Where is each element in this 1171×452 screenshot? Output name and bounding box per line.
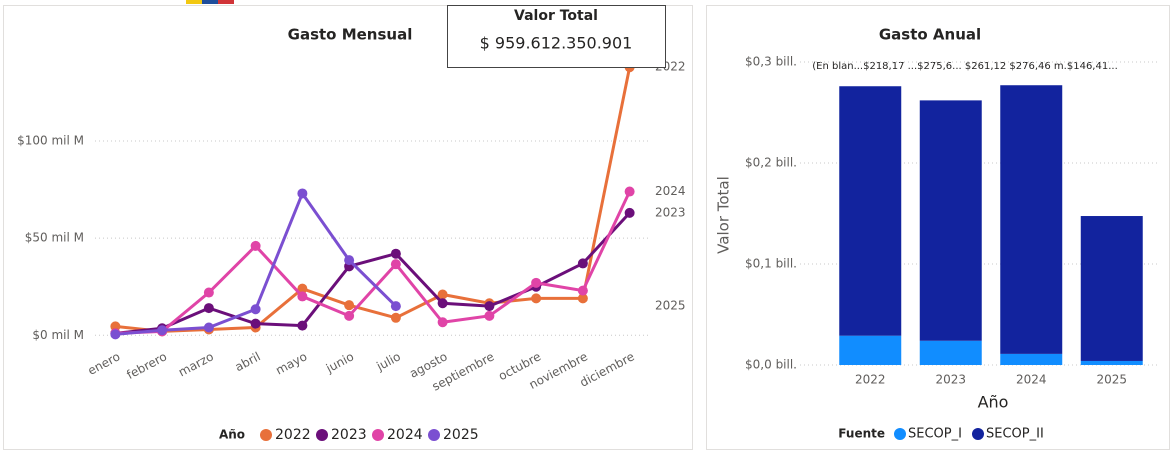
- marker: [437, 289, 448, 300]
- bar-segment: [919, 340, 982, 365]
- marker: [577, 293, 588, 304]
- marker: [203, 303, 214, 314]
- logo-bar: [218, 0, 234, 4]
- legend-marker: [316, 429, 328, 441]
- bar-segment: [1080, 360, 1143, 365]
- marker: [344, 310, 355, 321]
- x-axis-title: Año: [978, 393, 1009, 412]
- y-tick-label: $0,0 bill.: [745, 358, 797, 372]
- marker: [390, 301, 401, 312]
- card-label: Valor Total: [514, 8, 598, 24]
- x-tick-label: 2022: [855, 373, 886, 387]
- chart-title: Gasto Mensual: [288, 26, 413, 44]
- y-tick-label: $50 mil M: [25, 231, 84, 245]
- data-labels: (En blan...$218,17 ...$275,6... $261,12 …: [812, 61, 1118, 72]
- marker: [110, 321, 121, 332]
- legend-label: SECOP_II: [986, 427, 1044, 442]
- marker: [250, 304, 261, 315]
- legend-label: 2023: [331, 427, 367, 443]
- legend-marker: [894, 428, 906, 440]
- y-tick-label: $0,3 bill.: [745, 55, 797, 69]
- legend-label: SECOP_I: [908, 427, 962, 442]
- marker: [437, 298, 448, 309]
- marker: [344, 255, 355, 266]
- legend-marker: [972, 428, 984, 440]
- y-tick-label: $0,1 bill.: [745, 257, 797, 271]
- y-tick-label: $0,2 bill.: [745, 156, 797, 170]
- bar-segment: [919, 100, 982, 341]
- y-axis-title: Valor Total: [715, 176, 733, 254]
- marker: [250, 318, 261, 329]
- legend-label: 2024: [387, 427, 423, 443]
- bar-segment: [1000, 353, 1063, 365]
- marker: [203, 322, 214, 333]
- marker: [390, 259, 401, 270]
- marker: [577, 258, 588, 269]
- bar-segment: [839, 335, 902, 365]
- marker: [624, 207, 635, 218]
- bar-segment: [1080, 216, 1143, 361]
- x-tick-label: 2024: [1016, 373, 1047, 387]
- marker: [297, 291, 308, 302]
- legend-label: 2022: [275, 427, 311, 443]
- bar-segment: [1000, 85, 1063, 354]
- x-tick-label: 2023: [935, 373, 966, 387]
- marker: [531, 277, 542, 288]
- y-tick-label: $0 mil M: [32, 328, 84, 342]
- x-tick-label: 2025: [1096, 373, 1127, 387]
- logo-bar: [202, 0, 218, 4]
- marker: [484, 301, 495, 312]
- marker: [344, 300, 355, 311]
- legend-label: 2025: [443, 427, 479, 443]
- y-tick-label: $100 mil M: [17, 134, 84, 148]
- marker: [203, 287, 214, 298]
- logo-bar: [186, 0, 202, 4]
- legend-marker: [372, 429, 384, 441]
- marker: [297, 320, 308, 331]
- card: [447, 5, 666, 68]
- legend-marker: [260, 429, 272, 441]
- chart-title: Gasto Anual: [879, 26, 981, 44]
- legend-title: Fuente: [838, 427, 885, 441]
- panel: [3, 5, 693, 450]
- marker: [624, 186, 635, 197]
- marker: [110, 329, 121, 340]
- marker: [250, 240, 261, 251]
- marker: [297, 188, 308, 199]
- line: [115, 66, 632, 333]
- marker: [297, 283, 308, 294]
- marker: [531, 293, 542, 304]
- line: [115, 190, 631, 335]
- marker: [390, 312, 401, 323]
- marker: [484, 310, 495, 321]
- series-end-label: 2024: [655, 184, 686, 198]
- card-value: $ 959.612.350.901: [480, 34, 633, 53]
- series-end-label: 2023: [655, 205, 686, 219]
- marker: [157, 325, 168, 336]
- marker: [437, 317, 448, 328]
- marker: [390, 248, 401, 259]
- legend-marker: [428, 429, 440, 441]
- legend-title: Año: [219, 428, 245, 442]
- bar-segment: [839, 86, 902, 336]
- marker: [577, 285, 588, 296]
- series-end-label: 2025: [655, 299, 686, 313]
